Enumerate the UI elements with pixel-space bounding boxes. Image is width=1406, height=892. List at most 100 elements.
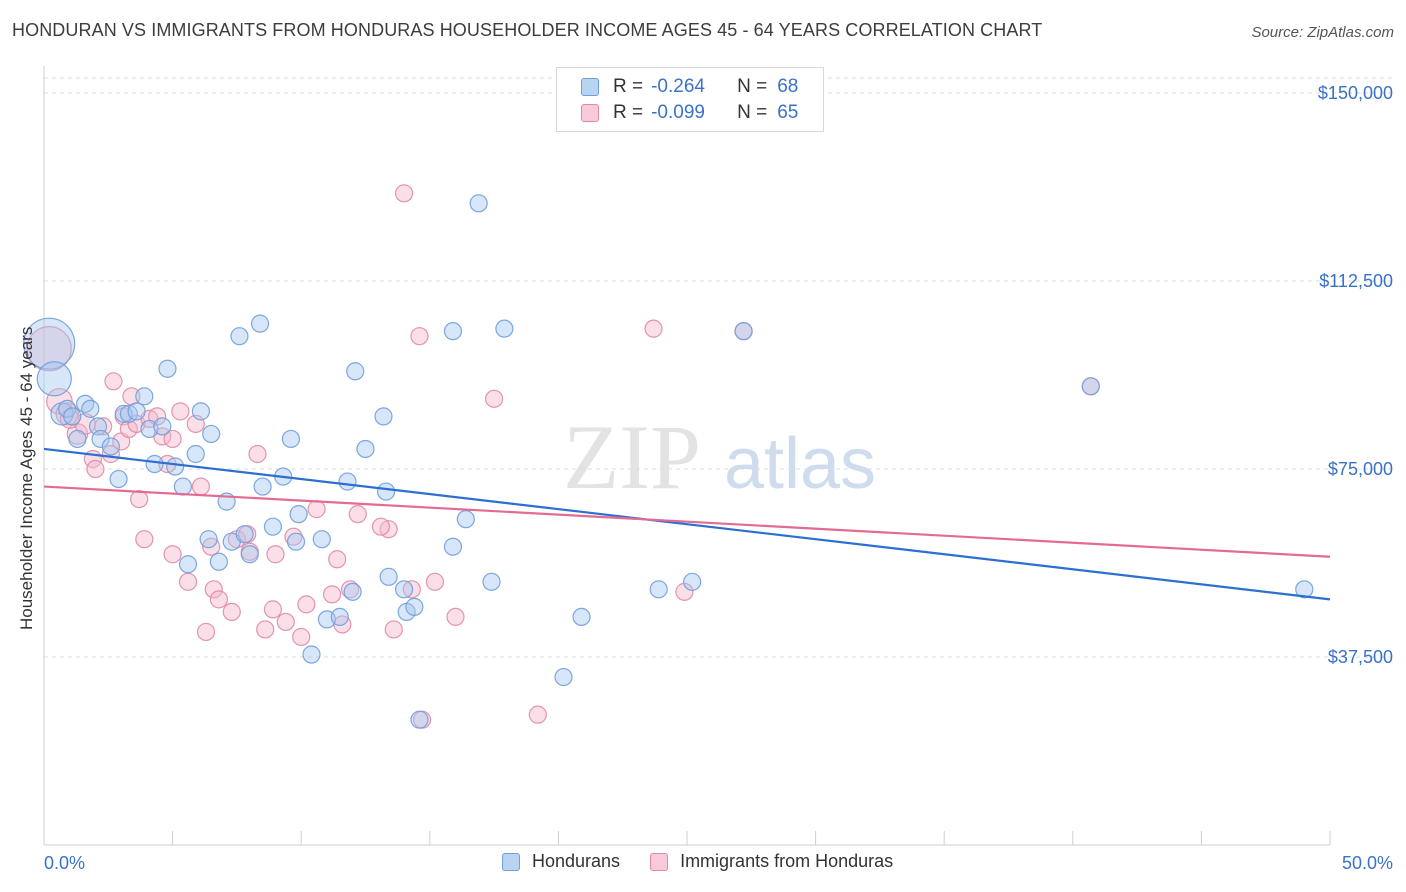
data-point — [328, 550, 347, 569]
series-legend: Hondurans Immigrants from Honduras — [502, 851, 923, 872]
gridlines — [44, 77, 1394, 658]
legend-swatch-blue — [502, 852, 520, 871]
data-point — [340, 580, 360, 599]
data-point — [276, 612, 295, 632]
data-point — [425, 572, 445, 591]
data-point — [302, 645, 321, 664]
data-point — [675, 582, 694, 601]
data-point — [394, 184, 414, 203]
legend-row-immigrants: R = -0.099 N = 65 — [581, 101, 798, 125]
legend-n-label: N = — [737, 76, 768, 97]
legend-swatch-blue — [581, 78, 599, 96]
data-point — [256, 620, 275, 639]
data-point — [209, 552, 228, 571]
data-point — [63, 407, 82, 426]
data-point — [178, 572, 198, 591]
data-point — [86, 459, 105, 479]
data-point — [410, 710, 429, 729]
data-point — [482, 572, 501, 591]
y-tick-label: $75,000 — [1328, 459, 1393, 479]
data-point — [209, 590, 228, 609]
data-point — [384, 620, 403, 639]
data-point — [104, 372, 123, 391]
data-point — [446, 607, 465, 627]
chart-title: HONDURAN VS IMMIGRANTS FROM HONDURAS HOU… — [12, 20, 1043, 40]
data-point — [130, 489, 149, 509]
data-point — [356, 439, 375, 459]
data-point — [297, 595, 316, 614]
data-point — [178, 555, 198, 574]
legend-n-label: N = — [737, 102, 768, 123]
y-tick-label: $37,500 — [1328, 647, 1393, 667]
data-point — [101, 437, 120, 456]
data-point — [284, 527, 303, 546]
data-point — [191, 402, 210, 421]
data-point — [81, 399, 100, 418]
data-point — [338, 472, 357, 491]
data-point — [163, 429, 182, 449]
trend-line-immigrants — [43, 485, 1331, 558]
data-point — [135, 530, 154, 549]
data-point — [191, 477, 210, 496]
legend-r-label: R = — [613, 102, 644, 123]
tick-labels: $37,500 $75,000 $112,500 $150,000 0.0% 50.0% — [44, 83, 1393, 873]
data-point — [250, 314, 270, 333]
data-point — [456, 510, 475, 529]
data-point — [171, 402, 190, 421]
data-point — [135, 387, 154, 406]
data-point — [202, 424, 221, 444]
data-point — [410, 327, 429, 346]
y-axis-label: Householder Income Ages 45 - 64 years — [17, 326, 36, 630]
data-point — [394, 580, 414, 599]
legend-r-label: R = — [613, 76, 644, 97]
data-point — [443, 322, 463, 341]
axes — [43, 66, 1331, 846]
data-point — [443, 537, 463, 556]
legend-swatch-pink — [650, 852, 669, 871]
y-tick-label: $112,500 — [1319, 271, 1393, 291]
watermark-atlas: atlas — [724, 424, 876, 504]
legend-item-hondurans[interactable]: Hondurans — [502, 851, 620, 872]
data-point — [286, 532, 306, 551]
data-point — [145, 454, 164, 474]
data-point — [649, 580, 668, 599]
data-point — [204, 580, 223, 599]
series-hondurans — [23, 194, 1314, 729]
legend-label-immigrants: Immigrants from Honduras — [680, 851, 894, 871]
data-point — [554, 667, 573, 687]
data-point — [281, 429, 301, 449]
data-point — [495, 319, 514, 338]
data-point — [153, 417, 172, 436]
legend-item-immigrants[interactable]: Immigrants from Honduras — [650, 851, 893, 872]
data-point — [371, 517, 391, 536]
legend-r-value: -0.264 — [651, 76, 705, 97]
data-point — [235, 525, 254, 544]
data-point — [330, 607, 349, 627]
data-point — [572, 607, 591, 627]
data-point — [173, 477, 192, 496]
data-point — [266, 545, 285, 564]
data-point — [734, 322, 753, 341]
x-tick-label: 50.0% — [1342, 853, 1393, 873]
data-point — [402, 580, 421, 599]
data-point — [348, 505, 367, 524]
legend-label-hondurans: Hondurans — [532, 851, 621, 871]
correlation-legend: R = -0.264 N = 68 R = -0.099 N = 65 — [556, 67, 824, 132]
data-point — [307, 500, 326, 519]
data-point — [292, 627, 311, 647]
data-point — [683, 572, 702, 591]
y-tick-label: $150,000 — [1318, 83, 1393, 103]
data-point — [253, 477, 272, 496]
legend-r-value: -0.099 — [651, 102, 705, 123]
data-point — [376, 482, 396, 501]
source-label: Source: ZipAtlas.com — [1251, 24, 1394, 41]
legend-row-hondurans: R = -0.264 N = 68 — [581, 75, 798, 99]
data-point — [158, 359, 177, 378]
data-point — [343, 582, 362, 601]
data-point — [91, 429, 110, 449]
x-tick-label: 0.0% — [44, 853, 85, 873]
legend-n-value: 68 — [777, 76, 799, 97]
data-point — [127, 402, 146, 421]
legend-swatch-pink — [581, 104, 599, 122]
